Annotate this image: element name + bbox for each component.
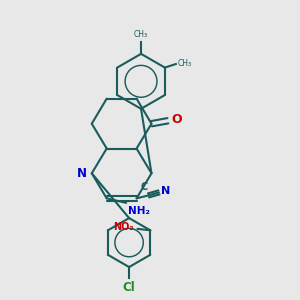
Text: O: O [172,113,182,126]
Text: C: C [140,182,148,191]
Text: Cl: Cl [123,281,136,294]
Text: N: N [77,167,87,180]
Text: N: N [161,186,171,196]
Text: NH₂: NH₂ [128,206,150,216]
Text: CH₃: CH₃ [134,30,148,39]
Text: CH₃: CH₃ [177,58,191,68]
Text: NO₂: NO₂ [113,222,134,232]
